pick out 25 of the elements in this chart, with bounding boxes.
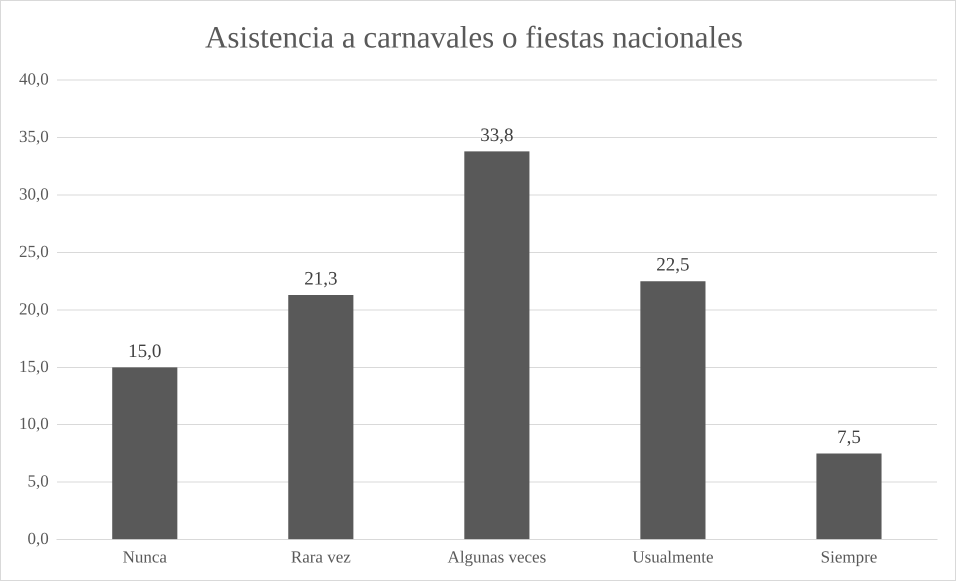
bar	[112, 367, 178, 540]
x-tick-label: Algunas veces	[448, 547, 546, 566]
x-tick-label: Rara vez	[290, 547, 352, 566]
y-tick-label: 20,0	[19, 299, 49, 318]
data-label: 15,0	[128, 340, 162, 362]
bar	[464, 151, 530, 540]
y-tick-label: 35,0	[19, 127, 49, 146]
y-tick-label: 15,0	[19, 356, 49, 376]
data-label: 22,5	[656, 254, 690, 276]
x-tick-label: Usualmente	[632, 547, 714, 566]
y-tick-label: 5,0	[28, 472, 49, 491]
chart-title: Asistencia a carnavales o fiestas nacionales	[205, 20, 743, 55]
data-label: 7,5	[837, 426, 861, 448]
y-tick-label: 25,0	[19, 242, 49, 261]
y-tick-label: 40,0	[19, 70, 49, 89]
y-tick-label: 30,0	[19, 184, 49, 204]
bar	[640, 281, 706, 540]
y-tick-label: 10,0	[19, 414, 49, 434]
bar	[288, 294, 354, 540]
data-label: 21,3	[304, 268, 338, 290]
bar	[816, 453, 882, 540]
x-tick-label: Siempre	[820, 547, 878, 566]
y-tick-label: 0,0	[28, 529, 49, 548]
x-tick-label: Nunca	[122, 547, 168, 566]
data-label: 33,8	[480, 124, 514, 146]
